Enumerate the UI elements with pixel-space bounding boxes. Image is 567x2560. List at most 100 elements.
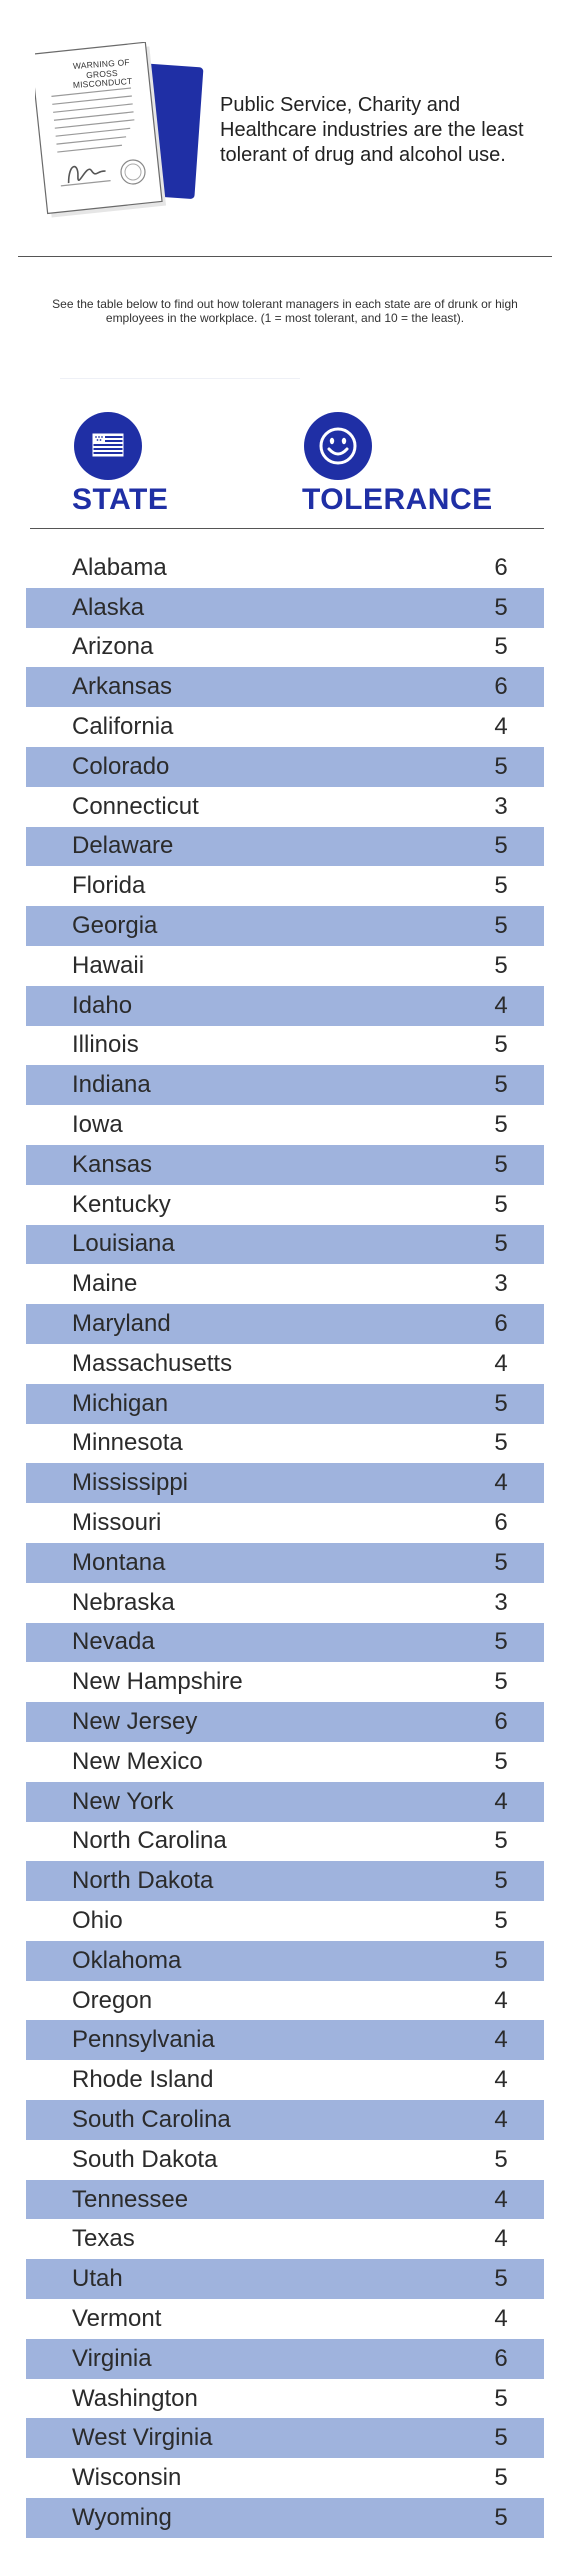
tolerance-score: 6 <box>494 2344 508 2372</box>
table-row: Oklahoma 5 <box>26 1940 544 1981</box>
column-header-tolerance: TOLERANCE <box>302 483 493 516</box>
state-name: Oklahoma <box>72 1946 182 1974</box>
tolerance-score: 5 <box>494 1548 508 1576</box>
tolerance-score: 6 <box>494 553 508 581</box>
table-row: Connecticut 3 <box>26 787 544 827</box>
table-row: Minnesota 5 <box>26 1424 544 1464</box>
table-row: Utah 5 <box>26 2259 544 2300</box>
tolerance-score: 3 <box>494 792 508 820</box>
tolerance-score: 5 <box>494 1230 508 1258</box>
tolerance-score: 4 <box>494 1986 508 2014</box>
state-name: Montana <box>72 1548 166 1576</box>
table-row: New Jersey 6 <box>26 1702 544 1742</box>
tolerance-score: 5 <box>494 1628 508 1656</box>
table-row: Texas 4 <box>26 2219 544 2259</box>
table-row: Georgia 5 <box>26 906 544 946</box>
table-row: Washington 5 <box>26 2379 544 2419</box>
tolerance-score: 5 <box>494 2503 508 2531</box>
table-row: Illinois 5 <box>26 1026 544 1066</box>
divider <box>18 256 552 257</box>
state-name: Idaho <box>72 991 133 1019</box>
state-name: Texas <box>72 2225 135 2253</box>
table-row: Oregon 4 <box>26 1981 544 2021</box>
us-flag-icon <box>74 412 142 480</box>
tolerance-score: 5 <box>494 872 508 900</box>
state-name: Kentucky <box>72 1190 171 1218</box>
state-name: South Dakota <box>72 2145 218 2173</box>
state-name: North Carolina <box>72 1827 227 1855</box>
tolerance-score: 4 <box>494 1469 508 1497</box>
state-name: Indiana <box>72 1071 151 1099</box>
tolerance-score: 5 <box>494 2464 508 2492</box>
tolerance-score: 4 <box>494 2304 508 2332</box>
state-name: New York <box>72 1787 174 1815</box>
tolerance-score: 6 <box>494 1310 508 1338</box>
table-row: Wyoming 5 <box>26 2498 544 2538</box>
state-name: Ohio <box>72 1906 123 1934</box>
tolerance-score: 5 <box>494 2145 508 2173</box>
tolerance-score: 4 <box>494 991 508 1019</box>
table-row: Delaware 5 <box>26 826 544 867</box>
state-name: New Mexico <box>72 1747 203 1775</box>
header: WARNING OF GROSS MISCONDUCT Public Servi… <box>0 0 567 255</box>
tolerance-score: 5 <box>494 912 508 940</box>
state-name: Connecticut <box>72 792 199 820</box>
table-row: Maine 3 <box>26 1264 544 1304</box>
table-row: Ohio 5 <box>26 1901 544 1941</box>
tolerance-score: 5 <box>494 752 508 780</box>
tolerance-score: 5 <box>494 832 508 860</box>
tolerance-score: 4 <box>494 1349 508 1377</box>
state-name: Virginia <box>72 2344 152 2372</box>
divider <box>60 378 300 379</box>
tolerance-table: Alabama 6 Alaska 5 Arizona 5 Arkansas 6 Californ… <box>26 548 544 2538</box>
tolerance-score: 5 <box>494 1111 508 1139</box>
tolerance-score: 6 <box>494 1509 508 1537</box>
table-row: Massachusetts 4 <box>26 1344 544 1384</box>
tolerance-score: 5 <box>494 633 508 661</box>
state-name: Michigan <box>72 1389 169 1417</box>
state-name: Iowa <box>72 1111 123 1139</box>
tolerance-score: 4 <box>494 713 508 741</box>
tolerance-score: 4 <box>494 2026 508 2054</box>
tolerance-score: 5 <box>494 2265 508 2293</box>
table-row: Nevada 5 <box>26 1622 544 1663</box>
table-row: Vermont 4 <box>26 2299 544 2339</box>
tolerance-score: 5 <box>494 1747 508 1775</box>
state-name: Missouri <box>72 1509 162 1537</box>
tolerance-score: 3 <box>494 1588 508 1616</box>
state-name: Wisconsin <box>72 2464 182 2492</box>
tolerance-score: 5 <box>494 1867 508 1895</box>
tolerance-score: 4 <box>494 2225 508 2253</box>
tolerance-score: 5 <box>494 1429 508 1457</box>
state-name: Alaska <box>72 593 145 621</box>
state-name: Florida <box>72 872 146 900</box>
table-row: Kansas 5 <box>26 1144 544 1185</box>
table-row: Alaska 5 <box>26 587 544 628</box>
tolerance-score: 4 <box>494 2105 508 2133</box>
state-name: Nevada <box>72 1628 155 1656</box>
intro-text: See the table below to find out how tole… <box>52 297 518 325</box>
state-name: Georgia <box>72 912 158 940</box>
table-row: Arizona 5 <box>26 628 544 668</box>
state-name: Oregon <box>72 1986 153 2014</box>
table-row: Tennessee 4 <box>26 2179 544 2220</box>
table-row: Michigan 5 <box>26 1383 544 1424</box>
state-name: Washington <box>72 2384 198 2412</box>
table-row: New York 4 <box>26 1781 544 1822</box>
state-name: Delaware <box>72 832 174 860</box>
table-row: Kentucky 5 <box>26 1185 544 1225</box>
state-name: Louisiana <box>72 1230 175 1258</box>
tolerance-score: 5 <box>494 1071 508 1099</box>
table-row: New Mexico 5 <box>26 1742 544 1782</box>
table-row: Idaho 4 <box>26 985 544 1026</box>
document-heading: WARNING OF GROSS MISCONDUCT <box>72 57 133 91</box>
tolerance-score: 5 <box>494 951 508 979</box>
table-row: North Carolina 5 <box>26 1822 544 1862</box>
state-name: West Virginia <box>72 2424 213 2452</box>
table-row: Louisiana 5 <box>26 1224 544 1265</box>
tolerance-score: 5 <box>494 593 508 621</box>
state-name: New Hampshire <box>72 1668 243 1696</box>
tolerance-score: 3 <box>494 1270 508 1298</box>
state-name: Arkansas <box>72 673 173 701</box>
state-name: Arizona <box>72 633 154 661</box>
